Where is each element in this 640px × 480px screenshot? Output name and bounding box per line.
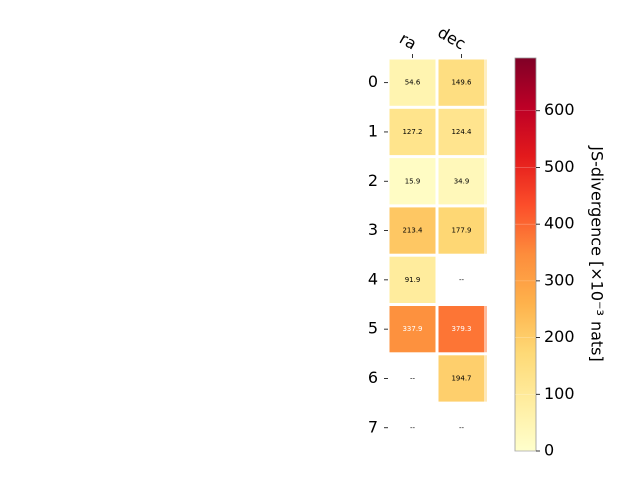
row-tick-label: 0 (368, 72, 378, 91)
heatmap-cell-0-ra (389, 59, 436, 106)
heatmap-cell-2-dec (438, 158, 485, 205)
colorbar-tick-label: 300 (544, 270, 575, 289)
cell-value-label: 91.9 (405, 276, 421, 284)
row-tick-label: 5 (368, 319, 378, 338)
cell-value-label: 379.3 (451, 325, 471, 333)
colorbar: 0 100 200 300 400 500 600 JS-divergence [×10⁻³… (514, 57, 607, 460)
heatmap-cell-0-dec (438, 59, 485, 106)
cell-value-label: 213.4 (402, 227, 423, 235)
column-tick-label: dec (435, 23, 469, 54)
colorbar-tick-label: 400 (544, 214, 575, 233)
colorbar-tick-label: 200 (544, 327, 575, 346)
colorbar-tick-label: 100 (544, 384, 575, 403)
cell-value-label: 124.4 (451, 128, 472, 136)
column-tick-labels: ra dec (396, 23, 469, 58)
cell-value-label: 127.2 (402, 128, 422, 136)
colorbar-label: JS-divergence [×10⁻³ nats] (588, 145, 607, 361)
cell-missing-label: -- (410, 424, 416, 432)
cell-missing-label: -- (459, 424, 465, 432)
heatmap-cell-1-ra (389, 108, 436, 156)
colorbar-ticks: 0 100 200 300 400 500 600 (515, 100, 575, 460)
colorbar-tick-label: 500 (544, 157, 575, 176)
cell-value-label: 34.9 (454, 177, 470, 185)
cell-value-label: 54.6 (405, 79, 421, 87)
row-tick-label: 7 (368, 417, 378, 436)
cell-value-label: 337.9 (402, 325, 422, 333)
cell-value-label: 15.9 (405, 177, 421, 185)
heatmap-cell-3-ra (389, 207, 436, 254)
row-tick-label: 6 (368, 368, 378, 387)
row-tick-label: 2 (368, 171, 378, 190)
cell-missing-label: -- (459, 276, 465, 284)
row-tick-label: 1 (368, 121, 378, 140)
row-tick-labels: 0 1 2 3 4 5 6 7 (368, 72, 388, 436)
row-tick-label: 3 (368, 220, 378, 239)
colorbar-gradient (514, 57, 537, 452)
heatmap-cell-5-ra (389, 306, 436, 353)
heatmap-cell-2-ra (389, 158, 436, 205)
heatmap-cell-5-dec (438, 306, 485, 353)
cell-value-label: 177.9 (451, 227, 471, 235)
cell-value-label: 194.7 (451, 374, 471, 382)
colorbar-tick-label: 0 (544, 441, 554, 460)
heatmap-cell-6-dec (438, 355, 485, 402)
heatmap-cell-4-ra (389, 256, 436, 303)
column-tick-label: ra (396, 29, 420, 54)
colorbar-tick-label: 600 (544, 100, 575, 119)
cell-missing-label: -- (410, 374, 416, 382)
row-tick-label: 4 (368, 269, 378, 288)
heatmap-cells: 54.6 149.6 127.2 124.4 15.9 34.9 213.4 177.9 91.… (389, 59, 487, 432)
cell-value-label: 149.6 (451, 79, 472, 87)
heatmap-cell-1-dec (438, 108, 485, 156)
heatmap-cell-3-dec (438, 207, 485, 254)
